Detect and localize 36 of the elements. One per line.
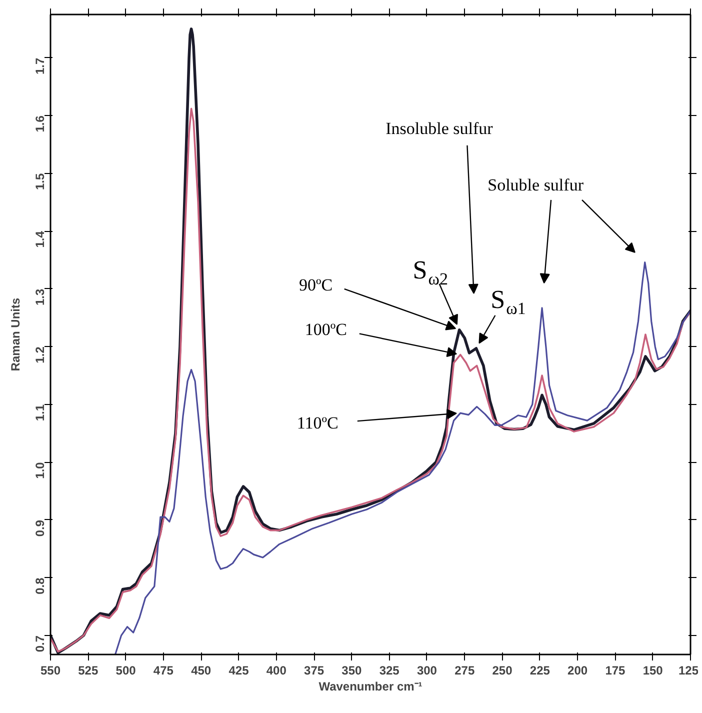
x-tick-label: 425	[228, 664, 250, 678]
x-tick-label: 450	[191, 664, 212, 678]
x-axis-title: Wavenumber cm⁻¹	[318, 680, 422, 694]
y-tick-label: 1.3	[33, 288, 47, 306]
x-tick-label: 525	[78, 664, 98, 678]
x-tick-label: 475	[153, 664, 174, 678]
y-tick-label: 0.9	[33, 520, 47, 537]
y-tick-label: 0.8	[33, 577, 47, 594]
y-axis-title: Raman Units	[8, 298, 22, 372]
y-tick-label: 1.1	[33, 404, 47, 422]
y-tick-label: 0.7	[33, 635, 47, 652]
y-tick-label: 1.7	[33, 57, 47, 75]
x-tick-label: 250	[492, 664, 513, 678]
annotation: 90ºC	[298, 275, 333, 294]
y-tick-label: 1.6	[33, 115, 47, 132]
x-tick-label: 175	[605, 664, 626, 678]
x-tick-label: 350	[342, 664, 362, 678]
x-tick-label: 275	[454, 664, 475, 678]
y-tick-label: 1.5	[33, 173, 47, 190]
annotation: 100ºC	[304, 320, 348, 340]
x-tick-label: 400	[266, 664, 287, 678]
x-tick-label: 500	[116, 664, 136, 678]
y-tick-label: 1.2	[33, 346, 47, 364]
x-tick-label: 225	[530, 664, 550, 678]
x-tick-label: 300	[416, 664, 438, 678]
annotation: 110ºC	[296, 414, 338, 433]
annotation: Insoluble sulfur	[386, 118, 494, 138]
y-tick-label: 1.4	[33, 230, 47, 248]
annotation: Soluble sulfur	[488, 175, 584, 194]
x-tick-label: 125	[678, 664, 699, 678]
x-tick-label: 150	[642, 664, 664, 678]
x-tick-label: 375	[304, 664, 324, 678]
x-tick-label: 200	[568, 664, 588, 678]
x-tick-label: 550	[40, 664, 61, 678]
y-tick-label: 1.0	[33, 462, 47, 479]
x-tick-label: 325	[379, 664, 400, 678]
